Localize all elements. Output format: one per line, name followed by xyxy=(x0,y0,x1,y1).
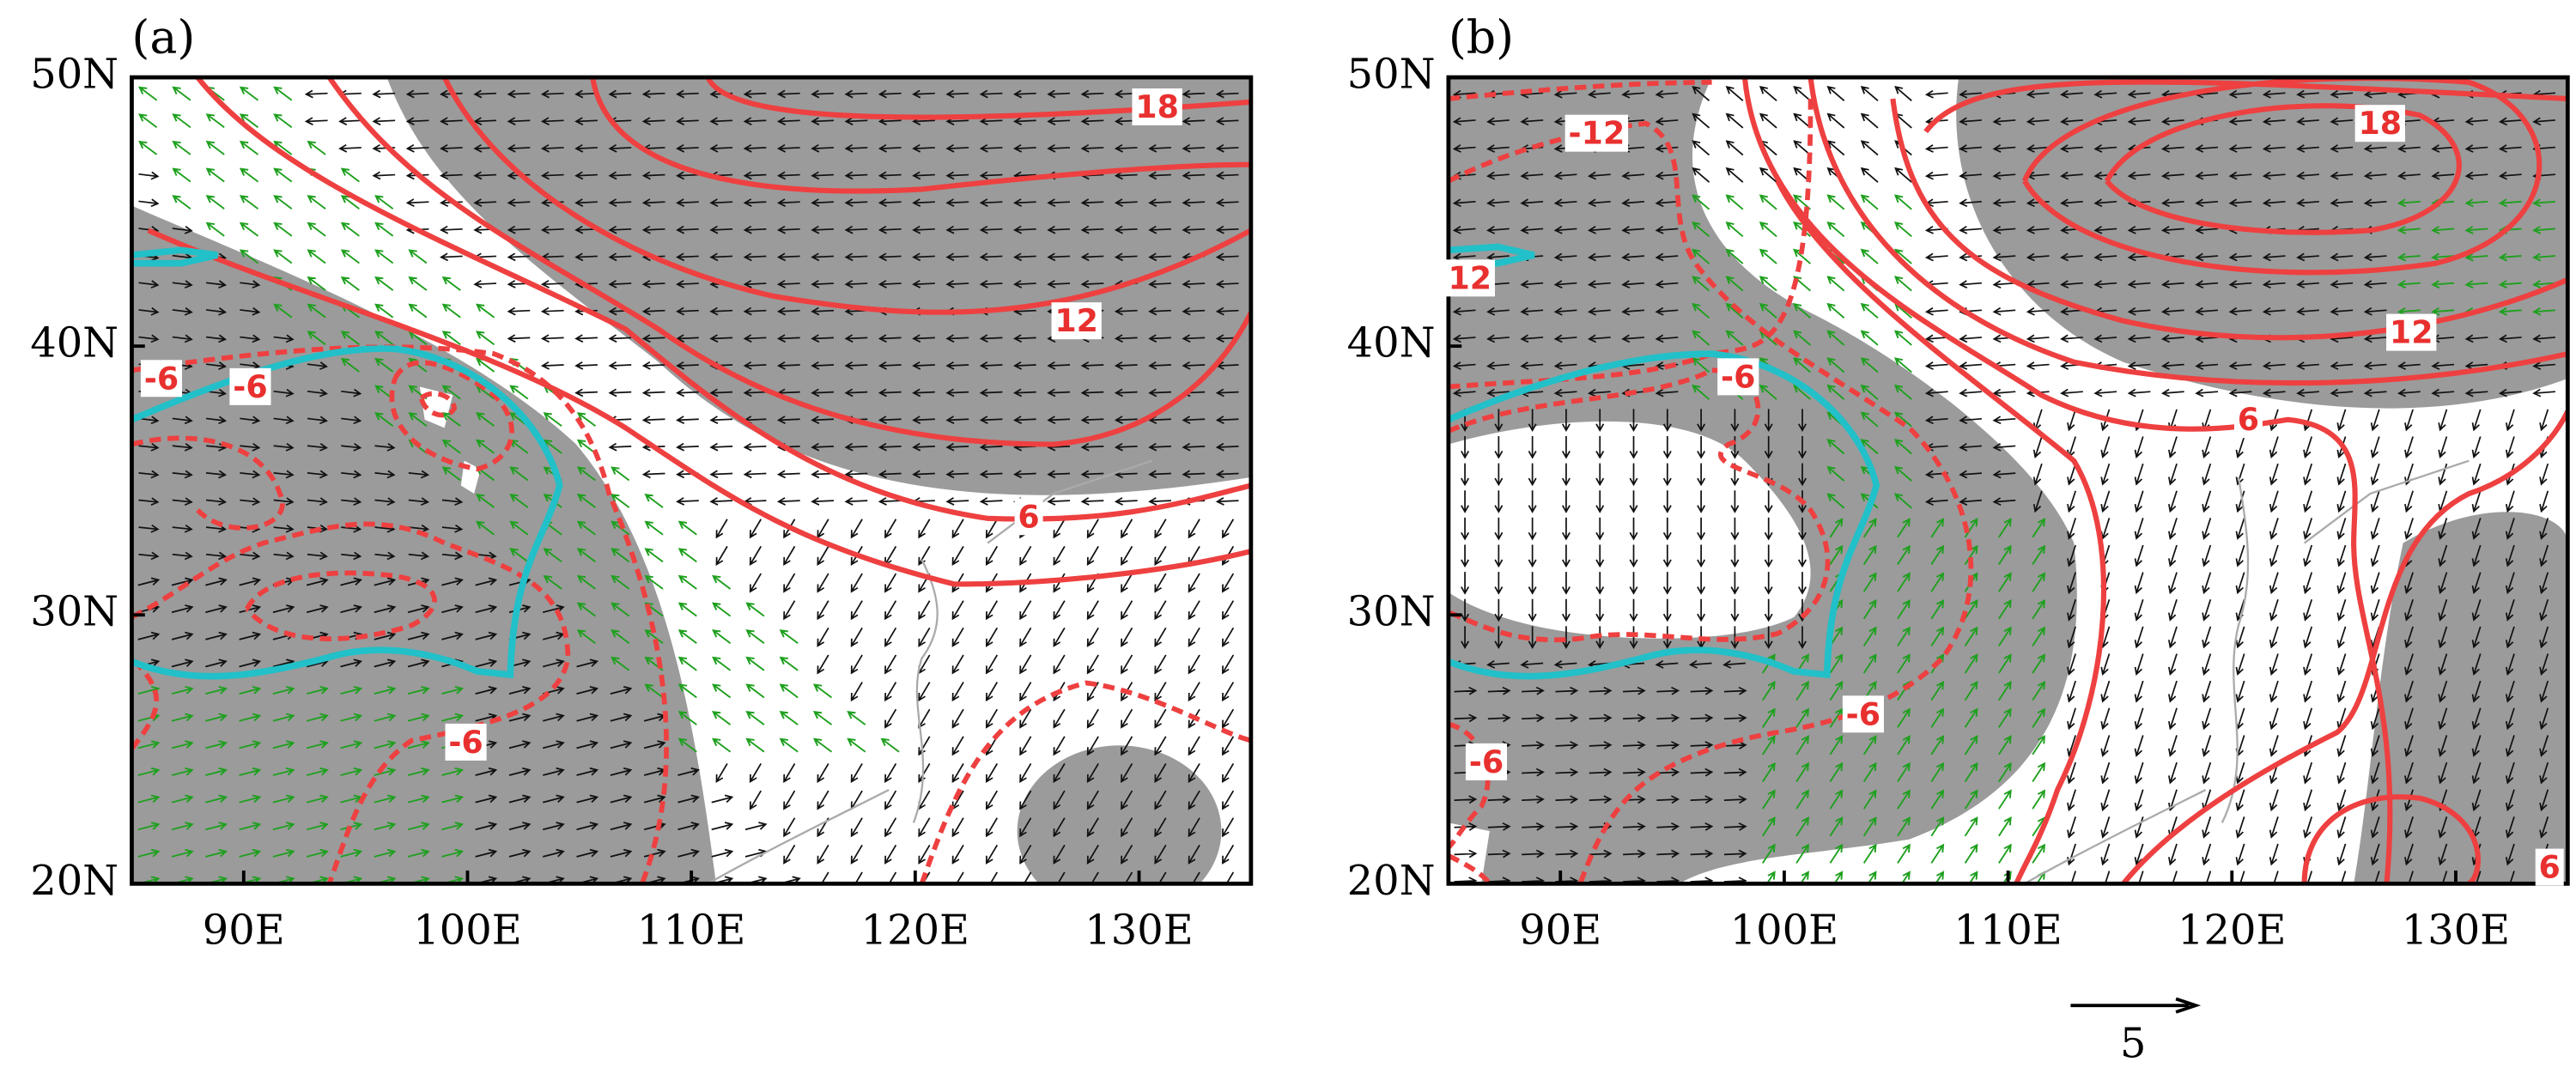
contour-label: 12 xyxy=(1054,302,1098,339)
panel-b-map xyxy=(1448,77,2568,884)
label-box xyxy=(1842,695,1884,733)
contour-label: 6 xyxy=(2539,849,2561,886)
contour xyxy=(131,344,669,884)
contour xyxy=(131,656,160,750)
contour xyxy=(1890,98,2568,341)
contour xyxy=(131,435,285,531)
label-box xyxy=(1132,88,1182,126)
y-tick-label: 50N xyxy=(30,52,118,99)
contour xyxy=(326,77,1251,447)
contour-label: 12 xyxy=(2390,314,2433,351)
contour-label: -6 xyxy=(233,368,267,405)
reference-arrow-head xyxy=(2175,997,2202,1014)
label-box xyxy=(1014,498,1043,536)
contour xyxy=(2121,410,2568,884)
contour-label: -6 xyxy=(1846,695,1880,732)
contour-label: 18 xyxy=(1135,88,1179,125)
contour xyxy=(1448,853,1492,884)
contour xyxy=(2301,794,2481,884)
label-box xyxy=(2233,401,2263,439)
contour-label: -6 xyxy=(448,724,483,761)
label-box xyxy=(229,367,271,405)
contour xyxy=(147,228,1251,587)
contour xyxy=(590,77,1251,194)
y-tick-label: 20N xyxy=(1347,858,1436,905)
y-tick-label: 50N xyxy=(1347,52,1436,99)
plateau-outline xyxy=(131,345,563,680)
panel-a-map xyxy=(131,77,1251,884)
plateau-outline xyxy=(1448,350,1880,680)
contour xyxy=(2021,77,2543,276)
y-tick-label: 40N xyxy=(30,320,118,367)
contour-label: 6 xyxy=(1018,498,1039,535)
contour xyxy=(418,391,458,418)
label-box xyxy=(2535,848,2564,886)
label-box xyxy=(1444,259,1495,297)
hole xyxy=(1448,421,1811,639)
contour-label: 6 xyxy=(2238,401,2259,438)
contour xyxy=(1448,721,1491,850)
contour xyxy=(919,680,1251,884)
contour xyxy=(195,77,1251,522)
shading xyxy=(131,205,716,884)
contour xyxy=(2104,103,2462,235)
contour-labels: -12 18 12 6 -6 -6 -6 12 6 xyxy=(1444,105,2564,886)
contour xyxy=(245,570,437,641)
label-box xyxy=(1051,302,1102,340)
x-tick-label: 90E xyxy=(203,907,285,954)
shading xyxy=(386,77,1251,495)
y-tick-label: 20N xyxy=(30,858,118,905)
contour-label: 12 xyxy=(1448,259,1492,296)
contour xyxy=(1448,99,1814,390)
contour-labels: 18 12 6 -6 -6 -6 xyxy=(140,88,1182,761)
label-box xyxy=(445,723,487,761)
contour xyxy=(1807,77,2568,386)
y-tick-label: 30N xyxy=(30,589,118,636)
x-tick-label: 90E xyxy=(1519,907,1601,954)
plateau-outline xyxy=(131,246,218,267)
coastline xyxy=(2024,459,2470,884)
contour xyxy=(1448,367,1831,643)
label-box xyxy=(1564,114,1629,152)
x-tick-label: 110E xyxy=(637,907,745,954)
reference-label: 5 xyxy=(2120,1021,2146,1068)
x-tick-label: 100E xyxy=(413,907,521,954)
contour xyxy=(1741,77,2393,884)
contour xyxy=(389,360,514,472)
y-tick-label: 30N xyxy=(1347,589,1436,636)
x-tick-label: 100E xyxy=(1730,907,1838,954)
x-tick-label: 120E xyxy=(861,907,969,954)
y-tick-label: 40N xyxy=(1347,320,1436,367)
contour xyxy=(1448,79,1712,101)
x-tick-label: 120E xyxy=(2178,907,2286,954)
contour-label: -6 xyxy=(144,360,179,397)
x-tick-label: 130E xyxy=(1084,907,1193,954)
contour-label: -6 xyxy=(1469,743,1504,780)
contour xyxy=(131,521,571,884)
panel-label: (b) xyxy=(1449,9,1514,64)
axis-ticks: 50N 40N 30N 20N 90E 100E 110E 120E 130E 50N 40N 30N… xyxy=(30,52,2510,955)
shading xyxy=(1017,745,1222,884)
label-box xyxy=(2354,105,2405,143)
contour-label: -12 xyxy=(1569,115,1625,152)
wind-arrows-strong xyxy=(1692,194,2556,884)
x-tick-label: 130E xyxy=(2402,907,2510,954)
contour xyxy=(1775,179,2107,884)
contour xyxy=(441,77,1251,315)
contour xyxy=(1448,120,1974,884)
label-box xyxy=(140,360,183,397)
contour-label: 18 xyxy=(2358,105,2402,142)
wind-arrows-strong xyxy=(137,86,900,884)
label-box xyxy=(1717,358,1759,396)
coastline xyxy=(707,459,1153,884)
label-box xyxy=(2386,313,2437,351)
panel-label: (a) xyxy=(131,9,195,64)
contour xyxy=(1923,79,2568,134)
x-tick-label: 110E xyxy=(1953,907,2062,954)
contour xyxy=(705,77,1251,120)
label-box xyxy=(1465,743,1508,780)
contour-label: -6 xyxy=(1721,358,1755,395)
